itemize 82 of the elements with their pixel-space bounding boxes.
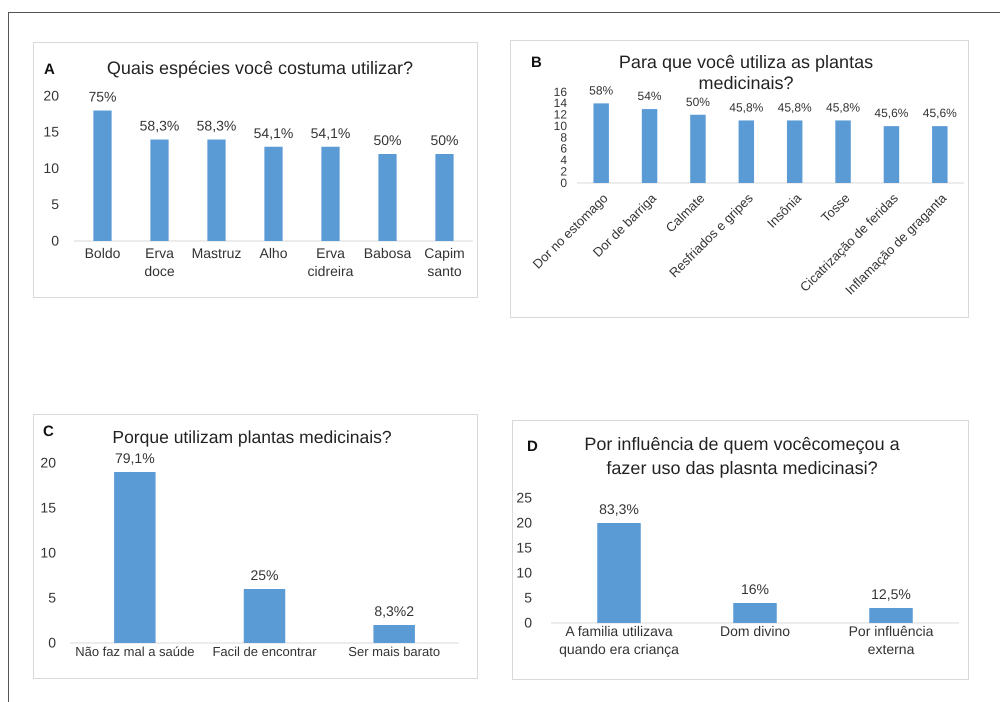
x-tick-label: Mastruz <box>192 245 242 261</box>
text: B <box>531 54 542 71</box>
bar <box>114 472 156 643</box>
y-tick-label: 5 <box>524 589 532 606</box>
bar <box>786 120 802 183</box>
y-tick-label: 20 <box>43 87 60 104</box>
text: A <box>44 61 55 78</box>
annotation: 83,3% <box>599 501 639 517</box>
chart-title: Quais espécies você costuma utilizar? <box>106 58 414 78</box>
x-tick-label: Dom divino <box>720 623 790 639</box>
text: C <box>43 423 54 440</box>
x-tick-label: Não faz mal a saúde <box>75 644 194 659</box>
bar <box>738 120 754 183</box>
bar <box>93 110 112 241</box>
x-tick-label: Erva cidreira <box>308 245 354 279</box>
annotation: 58% <box>589 83 614 98</box>
annotation: 50% <box>686 94 710 109</box>
bar <box>884 126 900 183</box>
annotation: 45,6% <box>874 106 909 120</box>
annotation: 54,1% <box>254 124 294 141</box>
annotation: 75% <box>88 88 117 104</box>
y-tick-label: 0 <box>48 634 56 650</box>
y-tick-label: 6 <box>560 142 568 156</box>
y-tick-label: 16 <box>554 84 568 99</box>
x-tick-label: Ser mais barato <box>348 644 440 659</box>
text: D <box>527 438 538 455</box>
annotation: 79,1% <box>114 450 155 466</box>
annotation: 58,3% <box>140 118 180 134</box>
y-tick-label: 0 <box>524 614 532 630</box>
y-tick-label: 10 <box>40 544 56 560</box>
chart-title: Por influência de quem vocêcomeçou a fazer uso das plasnta medicinasi? <box>584 434 901 478</box>
y-tick-label: 15 <box>43 124 60 140</box>
annotation: 16% <box>740 581 770 597</box>
bar <box>321 146 340 241</box>
annotation: 12,5% <box>871 586 911 602</box>
bar <box>378 154 397 241</box>
bar <box>835 120 851 183</box>
bar <box>264 146 283 241</box>
annotation: 8,3%2 <box>374 603 414 619</box>
annotation: 25% <box>250 567 279 583</box>
annotation: 45,8% <box>729 100 764 114</box>
annotation: 45,8% <box>826 100 860 114</box>
annotation: 45,8% <box>778 100 812 114</box>
y-tick-label: 15 <box>516 539 532 556</box>
annotation: 50% <box>373 132 402 148</box>
bar <box>597 523 641 623</box>
bar <box>207 140 226 241</box>
y-tick-label: 14 <box>554 96 568 110</box>
y-tick-label: 25 <box>516 489 532 506</box>
y-tick-label: 10 <box>516 564 532 580</box>
x-tick-label: Capim santo <box>424 245 465 279</box>
bar <box>690 114 706 183</box>
y-tick-label: 0 <box>560 176 568 190</box>
y-tick-label: 8 <box>560 130 568 144</box>
y-tick-label: 20 <box>516 514 532 530</box>
bar <box>932 126 948 183</box>
x-tick-label: Erva doce <box>144 245 175 279</box>
annotation: 50% <box>430 132 459 148</box>
bar <box>373 625 415 643</box>
annotation: 58,3% <box>196 118 236 134</box>
bar <box>244 589 286 643</box>
x-tick-label: A familia utilizava quando era criança <box>559 623 680 657</box>
y-tick-label: 5 <box>51 196 60 212</box>
annotation: 54,1% <box>310 124 350 141</box>
y-tick-label: 15 <box>40 499 56 516</box>
x-tick-label: Por influência externa <box>848 623 934 657</box>
annotation: 45,6% <box>922 106 958 120</box>
y-tick-label: 0 <box>51 232 60 248</box>
x-tick-label: Boldo <box>84 245 121 261</box>
bar <box>869 608 913 623</box>
x-tick-label: Facil de encontrar <box>212 644 318 659</box>
chart-title: Porque utilizam plantas medicinais? <box>112 427 392 447</box>
bar <box>642 109 658 183</box>
bar <box>150 140 169 241</box>
y-tick-label: 20 <box>40 454 56 470</box>
bar <box>593 103 609 183</box>
y-tick-label: 10 <box>43 160 60 176</box>
x-tick-label: Alho <box>259 245 288 261</box>
bar <box>733 603 777 623</box>
bar <box>435 154 454 241</box>
y-tick-label: 5 <box>48 589 56 606</box>
x-tick-label: Babosa <box>364 245 412 261</box>
